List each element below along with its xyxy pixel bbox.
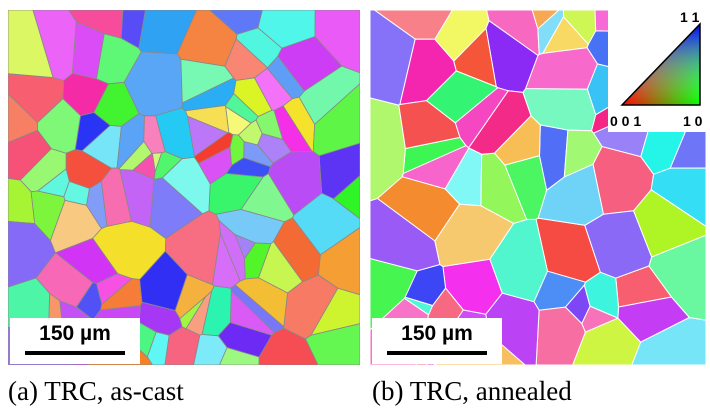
figure: 150 µm 150 µm 1 1 0 0 1 1 0 (a) TRC, as-… (0, 0, 710, 410)
ipf-label-left: 0 0 1 (610, 113, 641, 129)
scale-bar (387, 351, 487, 355)
scale-bar (25, 351, 125, 355)
caption: (b) TRC, annealed (372, 376, 572, 406)
caption: (a) TRC, as-cast (8, 376, 184, 406)
ipf-label-right: 1 0 (683, 113, 703, 129)
scale-bar-label: 150 µm (39, 322, 111, 345)
ipf-label-top: 1 1 (680, 9, 700, 25)
scale-bar-label: 150 µm (401, 322, 473, 345)
grain-map-a (8, 10, 360, 365)
